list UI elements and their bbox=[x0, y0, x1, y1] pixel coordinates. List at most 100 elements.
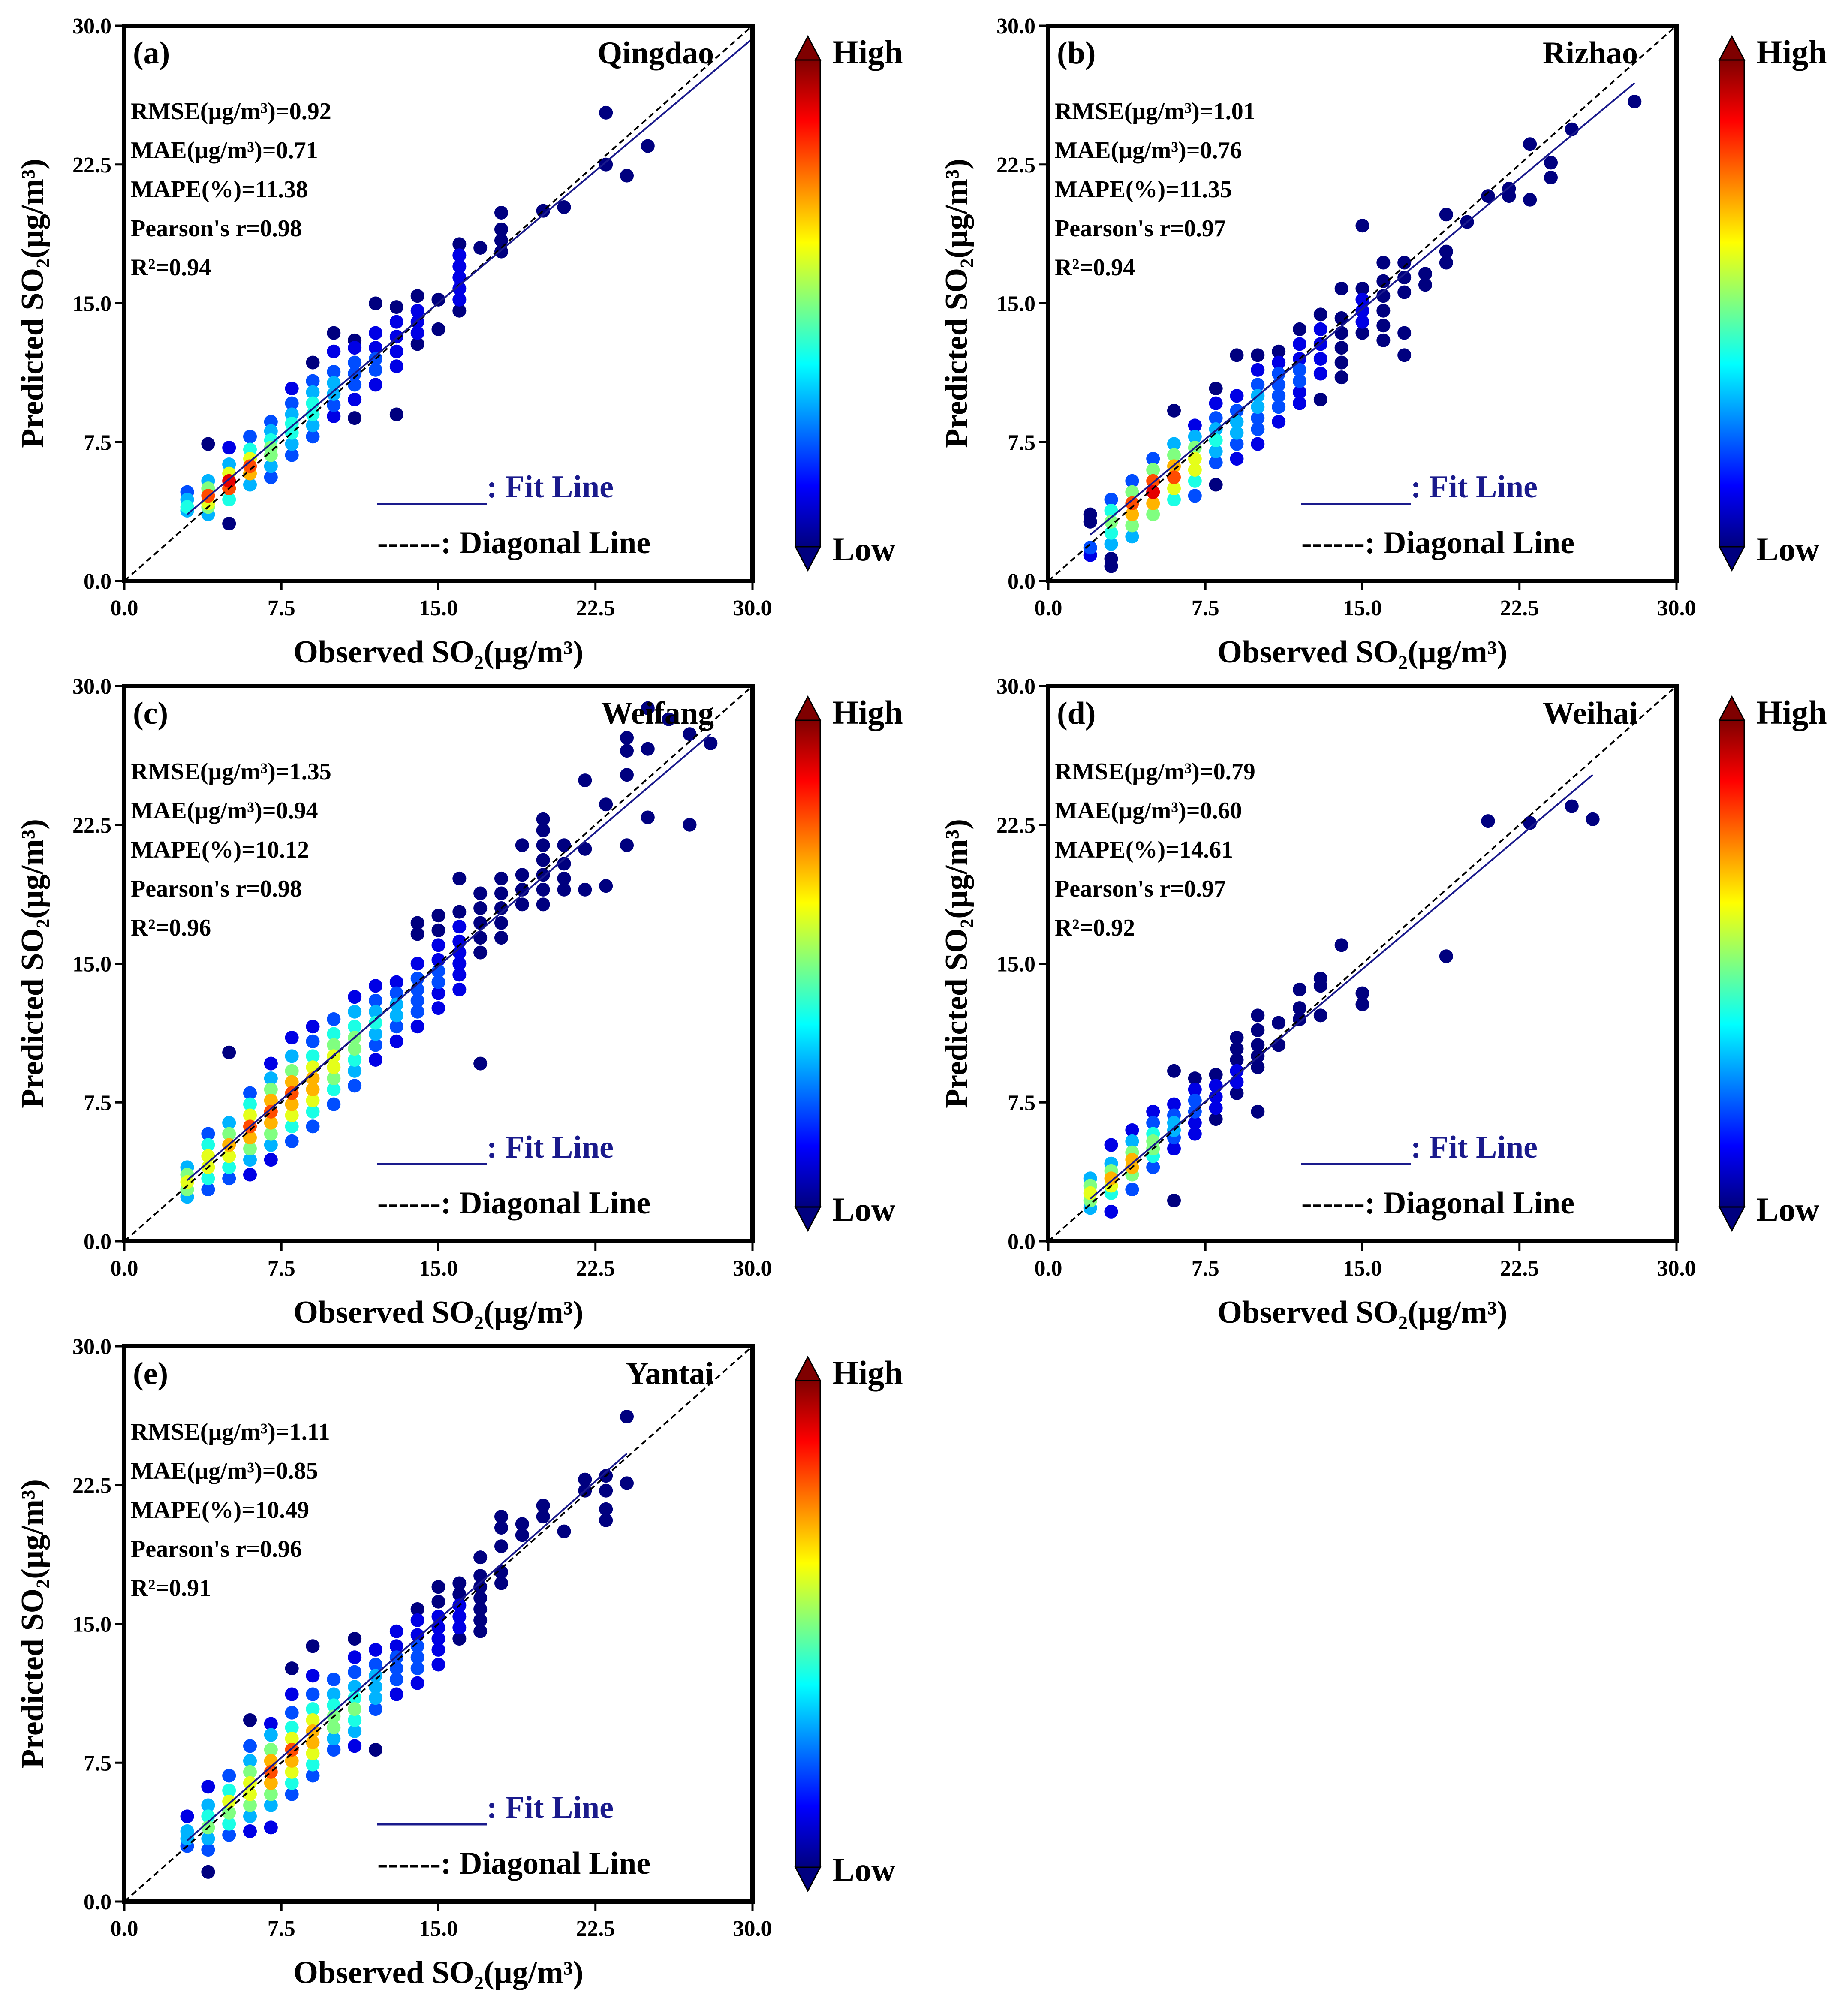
data-point bbox=[1104, 493, 1118, 507]
data-point bbox=[389, 1008, 403, 1023]
colorbar-high-arrow bbox=[1718, 35, 1746, 61]
data-point bbox=[1167, 403, 1181, 418]
data-point bbox=[1125, 507, 1139, 521]
diagonal-line bbox=[1048, 686, 1676, 1241]
data-point bbox=[641, 810, 655, 824]
data-point bbox=[306, 385, 320, 399]
data-point bbox=[369, 1643, 382, 1657]
data-point bbox=[243, 1713, 257, 1727]
data-point bbox=[578, 842, 592, 856]
data-point bbox=[515, 868, 529, 882]
data-point bbox=[180, 1824, 194, 1838]
x-tick-label: 30.0 bbox=[1657, 596, 1696, 620]
data-point bbox=[285, 1031, 299, 1045]
data-point bbox=[306, 374, 320, 388]
data-point bbox=[452, 945, 467, 960]
data-point bbox=[1209, 1112, 1223, 1126]
data-point bbox=[306, 1687, 320, 1701]
data-point bbox=[1397, 285, 1412, 299]
data-point bbox=[452, 920, 467, 934]
data-point bbox=[348, 411, 362, 425]
data-point bbox=[243, 1108, 257, 1122]
data-point bbox=[348, 1042, 362, 1056]
data-point bbox=[1334, 281, 1348, 295]
panel-rizhao: 0.00.0 7.5 7.5 15.0 15.0 22.5 22.5 30.0 30.0 Obse… bbox=[939, 14, 1827, 670]
data-point bbox=[327, 326, 341, 340]
data-point bbox=[327, 398, 341, 412]
panels-root: 0.00.07.57.515.015.022.522.530.030.0Obse… bbox=[15, 14, 1827, 1990]
data-point bbox=[1230, 1042, 1244, 1056]
fit-line bbox=[1090, 82, 1635, 536]
colorbar: High Low bbox=[794, 1354, 903, 1893]
data-point bbox=[1334, 355, 1348, 370]
data-point bbox=[410, 289, 424, 303]
stat-line: R²=0.94 bbox=[131, 254, 211, 281]
stat-line: RMSE(μg/m³)=1.01 bbox=[1055, 98, 1255, 125]
data-point bbox=[1397, 271, 1412, 285]
legend-diagonal-label: ------: Diagonal Line bbox=[377, 525, 650, 560]
y-tick-label: 30.0 bbox=[996, 674, 1035, 699]
data-point bbox=[473, 1602, 488, 1616]
colorbar-low-arrow bbox=[794, 546, 822, 572]
data-point bbox=[410, 927, 424, 941]
stat-line: RMSE(μg/m³)=0.79 bbox=[1055, 758, 1255, 785]
data-point bbox=[1167, 1097, 1181, 1111]
data-point bbox=[1313, 1008, 1327, 1023]
data-point bbox=[243, 1787, 257, 1801]
data-point bbox=[599, 1513, 613, 1527]
data-point bbox=[431, 964, 445, 978]
data-point bbox=[704, 736, 718, 750]
data-point bbox=[243, 1754, 257, 1768]
data-point bbox=[348, 378, 362, 392]
data-point bbox=[1230, 1053, 1244, 1067]
data-point bbox=[201, 1865, 215, 1879]
data-point bbox=[389, 1034, 403, 1048]
data-point bbox=[452, 237, 467, 251]
data-point bbox=[369, 1702, 382, 1716]
data-point bbox=[306, 1735, 320, 1749]
data-point bbox=[327, 1673, 341, 1686]
data-point bbox=[1628, 94, 1642, 108]
data-point bbox=[1230, 452, 1244, 466]
y-tick-label: 15.0 bbox=[996, 952, 1035, 977]
data-point bbox=[1565, 799, 1579, 813]
data-point bbox=[348, 1665, 362, 1679]
data-point bbox=[578, 773, 592, 788]
data-point bbox=[431, 938, 445, 952]
data-point bbox=[1125, 496, 1139, 510]
data-point bbox=[222, 441, 236, 455]
data-point bbox=[1125, 518, 1139, 533]
data-point bbox=[1586, 812, 1600, 826]
data-point bbox=[1209, 1090, 1223, 1104]
data-point bbox=[1146, 485, 1160, 499]
data-point bbox=[264, 1071, 278, 1086]
data-point bbox=[348, 1079, 362, 1093]
data-point bbox=[369, 1016, 382, 1030]
data-point bbox=[1146, 507, 1160, 521]
data-point bbox=[243, 1168, 257, 1182]
data-point bbox=[1313, 352, 1327, 366]
data-point bbox=[536, 882, 550, 897]
colorbar-low-label: Low bbox=[832, 1851, 895, 1888]
data-point bbox=[1104, 515, 1118, 529]
data-point bbox=[348, 1020, 362, 1034]
stat-line: Pearson's r=0.97 bbox=[1055, 215, 1226, 242]
y-tick-label: 0.0 bbox=[1008, 569, 1035, 594]
data-point bbox=[1251, 1023, 1265, 1037]
data-point bbox=[369, 341, 382, 355]
data-point bbox=[201, 1843, 215, 1857]
data-point bbox=[473, 1591, 488, 1605]
data-point bbox=[1251, 411, 1265, 425]
data-point bbox=[1230, 437, 1244, 451]
data-point bbox=[327, 1721, 341, 1735]
data-point bbox=[620, 744, 634, 758]
data-point bbox=[306, 1639, 320, 1653]
colorbar-high-arrow bbox=[794, 35, 822, 61]
data-point bbox=[243, 1739, 257, 1753]
data-point bbox=[620, 1410, 634, 1424]
data-point bbox=[1188, 489, 1202, 503]
data-point bbox=[452, 1576, 467, 1590]
data-point bbox=[494, 871, 508, 885]
data-point bbox=[1146, 463, 1160, 477]
data-point bbox=[243, 1765, 257, 1779]
